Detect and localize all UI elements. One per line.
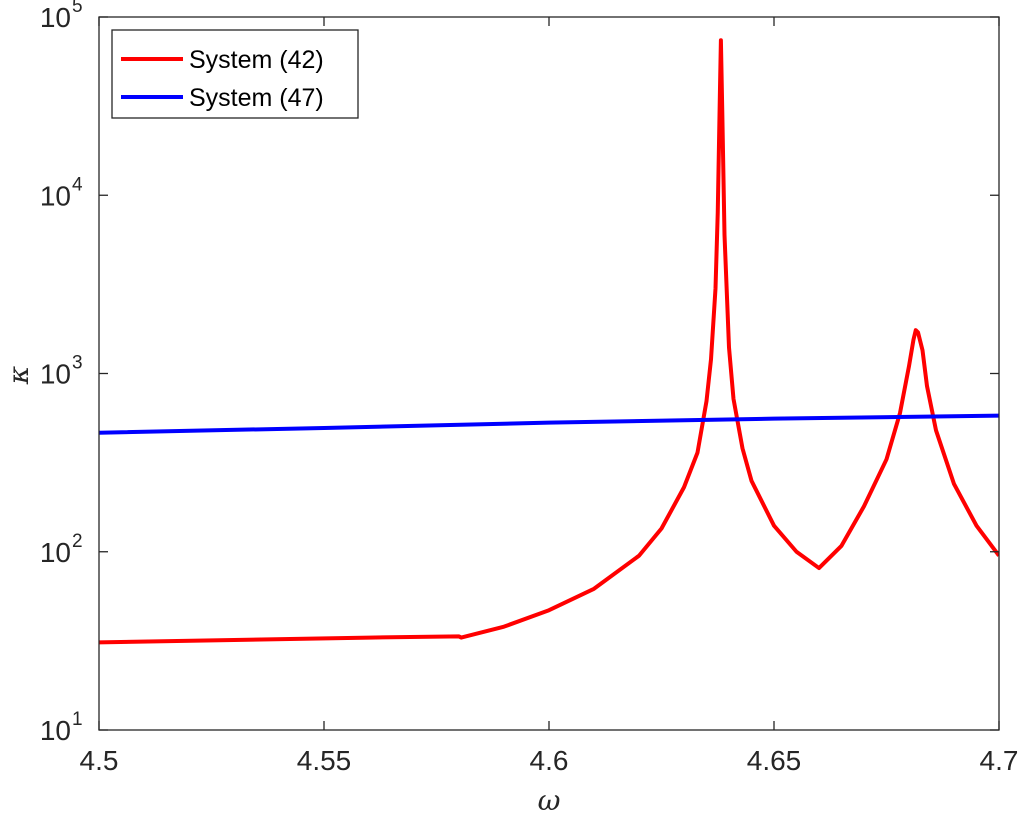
y-tick-label: 10 bbox=[40, 180, 71, 211]
series-line-2 bbox=[99, 413, 999, 435]
series-line-1 bbox=[99, 38, 999, 645]
y-tick-label-exponent: 2 bbox=[72, 531, 83, 552]
x-axis-label: ω bbox=[538, 784, 561, 817]
legend: System (42) System (47) bbox=[111, 29, 359, 119]
y-tick-label-exponent: 5 bbox=[72, 0, 83, 17]
y-axis-label: κ bbox=[2, 366, 35, 385]
y-tick-label: 10 bbox=[40, 2, 71, 33]
y-tick-label: 10 bbox=[40, 537, 71, 568]
x-tick-label: 4.6 bbox=[530, 745, 569, 776]
y-tick-label: 10 bbox=[40, 715, 71, 746]
legend-label-2: System (47) bbox=[189, 84, 324, 112]
y-tick-label-exponent: 4 bbox=[72, 174, 83, 195]
x-tick-label: 4.7 bbox=[980, 745, 1019, 776]
y-tick-label-exponent: 3 bbox=[72, 353, 83, 374]
x-tick-label: 4.55 bbox=[297, 745, 352, 776]
y-tick-label: 10 bbox=[40, 359, 71, 390]
legend-label-1: System (42) bbox=[189, 46, 324, 74]
plot-frame bbox=[98, 16, 1000, 731]
legend-box bbox=[111, 29, 359, 119]
ticks bbox=[98, 16, 1000, 731]
y-tick-label-exponent: 1 bbox=[72, 709, 83, 730]
plot-lines bbox=[99, 38, 999, 645]
x-tick-label: 4.65 bbox=[747, 745, 802, 776]
x-tick-label: 4.5 bbox=[80, 745, 119, 776]
